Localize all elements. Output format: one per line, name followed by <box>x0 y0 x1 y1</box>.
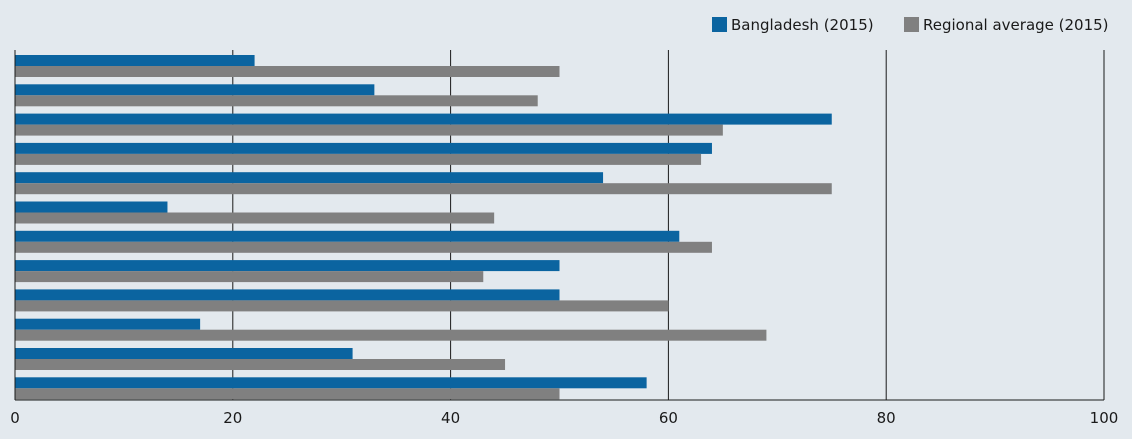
legend-regional-average-swatch <box>904 17 919 32</box>
bar-regional-average-9 <box>15 300 669 312</box>
bar-bangladesh-4 <box>15 142 712 154</box>
legend-bangladesh-label: Bangladesh (2015) <box>731 16 874 34</box>
x-tick-label-20: 20 <box>223 409 242 427</box>
bar-regional-average-4 <box>15 153 702 165</box>
x-tick-label-60: 60 <box>659 409 678 427</box>
bar-bangladesh-7 <box>15 230 680 242</box>
bar-regional-average-7 <box>15 241 712 253</box>
bar-bangladesh-3 <box>15 113 832 125</box>
legend-regional-average-label: Regional average (2015) <box>923 16 1109 34</box>
bar-regional-average-12 <box>15 388 560 400</box>
bar-bangladesh-2 <box>15 84 375 96</box>
legend-bangladesh-swatch <box>712 17 727 32</box>
bar-bangladesh-5 <box>15 172 604 184</box>
bar-bangladesh-9 <box>15 289 560 301</box>
x-tick-label-0: 0 <box>10 409 20 427</box>
legend-bangladesh: Bangladesh (2015) <box>712 16 874 34</box>
bar-regional-average-8 <box>15 271 484 283</box>
bar-regional-average-1 <box>15 66 560 77</box>
bar-bangladesh-10 <box>15 318 201 330</box>
bar-regional-average-6 <box>15 212 495 224</box>
x-tick-label-80: 80 <box>877 409 896 427</box>
bar-regional-average-2 <box>15 95 538 107</box>
x-tick-label-40: 40 <box>441 409 460 427</box>
bar-bangladesh-1 <box>15 55 255 66</box>
bar-bangladesh-6 <box>15 201 168 213</box>
legend-regional-average: Regional average (2015) <box>904 16 1109 34</box>
bar-bangladesh-12 <box>15 377 647 389</box>
bar-regional-average-5 <box>15 183 832 195</box>
bar-bangladesh-11 <box>15 348 353 359</box>
bar-regional-average-3 <box>15 124 723 136</box>
bar-regional-average-11 <box>15 359 506 370</box>
x-tick-label-100: 100 <box>1090 409 1119 427</box>
bar-bangladesh-8 <box>15 260 560 272</box>
bar-regional-average-10 <box>15 329 767 341</box>
